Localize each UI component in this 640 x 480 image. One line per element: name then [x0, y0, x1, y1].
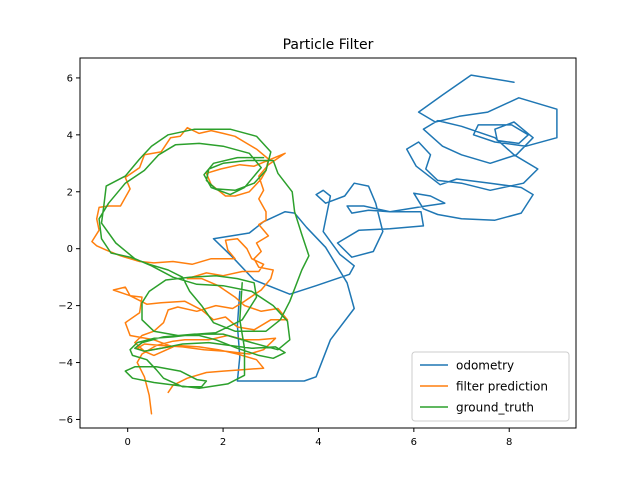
- legend-box: [411, 351, 570, 422]
- legend: odometry filter prediction ground_truth: [411, 351, 570, 422]
- chart-title: Particle Filter: [283, 37, 374, 53]
- y-axis: −6 −4 −2 0 2 4 6: [58, 73, 80, 426]
- x-tick-label: 8: [506, 437, 512, 448]
- x-tick-label: 0: [125, 437, 131, 448]
- legend-label: ground_truth: [456, 401, 534, 415]
- y-tick-label: 0: [67, 244, 73, 255]
- legend-label: filter prediction: [456, 380, 548, 394]
- legend-label: odometry: [456, 359, 514, 373]
- y-tick-label: 6: [67, 73, 73, 84]
- series-layer: [91, 74, 558, 415]
- x-tick-label: 6: [411, 437, 417, 448]
- y-tick-label: −4: [58, 358, 73, 369]
- y-tick-label: 4: [67, 130, 73, 141]
- x-tick-label: 4: [315, 437, 321, 448]
- y-tick-label: −2: [58, 301, 73, 312]
- series-line-odometry: [212, 74, 558, 382]
- y-tick-label: 2: [67, 187, 73, 198]
- plot-frame: [79, 57, 577, 429]
- y-tick-label: −6: [58, 415, 73, 426]
- series-line-ground-truth: [98, 128, 310, 389]
- x-axis: 0 2 4 6 8: [125, 428, 512, 448]
- x-tick-label: 2: [220, 437, 226, 448]
